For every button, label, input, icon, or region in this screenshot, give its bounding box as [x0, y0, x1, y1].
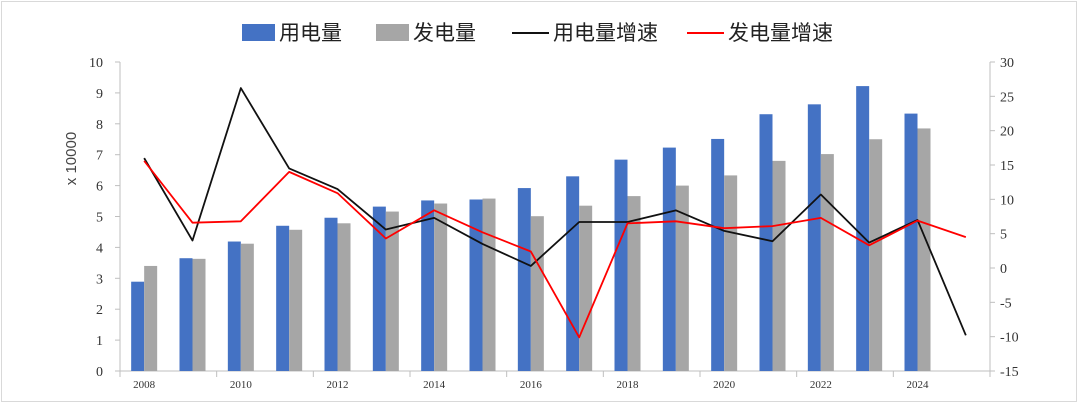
bar-consumption: [711, 138, 725, 371]
bar-consumption: [324, 217, 338, 371]
x-tick-label: 2012: [327, 379, 349, 391]
bar-generation: [289, 229, 303, 371]
bar-consumption: [227, 241, 241, 371]
bar-generation: [579, 205, 593, 371]
bar-consumption: [131, 281, 145, 371]
y-right-tick-label: 25: [1000, 90, 1014, 105]
bar-consumption: [421, 200, 435, 371]
bar-generation: [192, 258, 206, 371]
bar-generation: [240, 243, 254, 371]
y-left-tick-label: 8: [96, 118, 103, 133]
y-right-tick-label: 0: [1000, 262, 1007, 277]
bar-generation: [337, 223, 351, 371]
y-left-tick-label: 0: [96, 365, 103, 380]
x-tick-label: 2020: [713, 379, 736, 391]
y-left-tick-label: 6: [96, 180, 103, 195]
bar-generation: [917, 128, 931, 371]
bar-consumption: [904, 113, 918, 371]
y-right-tick-label: 10: [1000, 193, 1014, 208]
bar-generation: [772, 160, 786, 371]
legend-consumption-label: 用电量: [279, 21, 342, 45]
bar-generation: [434, 203, 448, 371]
x-tick-label: 2014: [423, 379, 446, 391]
line-generation-growth: [143, 160, 967, 339]
y-right-tick-label: 15: [1000, 159, 1014, 174]
bar-generation: [869, 139, 883, 371]
x-tick-label: 2016: [520, 379, 543, 391]
y-right-tick-label: 30: [1000, 56, 1014, 71]
legend-generation-label: 发电量: [413, 21, 476, 45]
x-tick-label: 2024: [907, 379, 930, 391]
bar-consumption: [807, 104, 821, 371]
y-left-tick-label: 2: [96, 303, 103, 318]
x-tick-label: 2008: [133, 379, 156, 391]
y-right-tick-label: -5: [1000, 296, 1012, 311]
y-left-tick-label: 10: [89, 56, 103, 71]
legend-generation-swatch: [376, 24, 409, 41]
bar-generation: [724, 175, 738, 371]
y-right-tick-label: -10: [1000, 331, 1019, 346]
y-left-tick-label: 9: [96, 87, 103, 102]
bar-generation: [627, 196, 641, 371]
y-left-tick-label: 4: [96, 241, 103, 256]
bar-consumption: [179, 258, 193, 371]
bar-consumption: [614, 159, 628, 371]
bar-consumption: [759, 114, 773, 371]
line-consumption-growth: [143, 87, 967, 336]
y-left-tick-label: 5: [96, 211, 103, 226]
bar-generation: [530, 216, 544, 371]
bar-consumption: [566, 176, 580, 371]
x-tick-label: 2022: [810, 379, 832, 391]
bar-generation: [385, 211, 399, 371]
legend-consumption-swatch: [242, 24, 275, 41]
y-left-tick-label: 3: [96, 272, 103, 287]
bar-generation: [482, 198, 496, 371]
bar-generation: [675, 185, 689, 371]
x-tick-label: 2010: [230, 379, 253, 391]
y-right-tick-label: 20: [1000, 125, 1014, 140]
legend-consumption-growth-label: 用电量增速: [553, 21, 658, 45]
bar-consumption: [662, 147, 676, 371]
bar-consumption: [856, 86, 870, 372]
y-left-tick-label: 7: [96, 149, 103, 164]
legend-generation-growth-label: 发电量增速: [728, 21, 833, 45]
bar-generation: [144, 265, 158, 371]
bar-consumption: [372, 206, 386, 371]
bar-consumption: [276, 225, 290, 371]
y-right-tick-label: 5: [1000, 228, 1007, 243]
y-axis-title: x 10000: [63, 132, 80, 185]
y-right-tick-label: -15: [1000, 365, 1019, 380]
bar-generation: [820, 154, 834, 371]
y-left-tick-label: 1: [96, 334, 103, 349]
x-tick-label: 2018: [617, 379, 640, 391]
bar-consumption: [469, 199, 483, 371]
bar-consumption: [517, 188, 531, 371]
